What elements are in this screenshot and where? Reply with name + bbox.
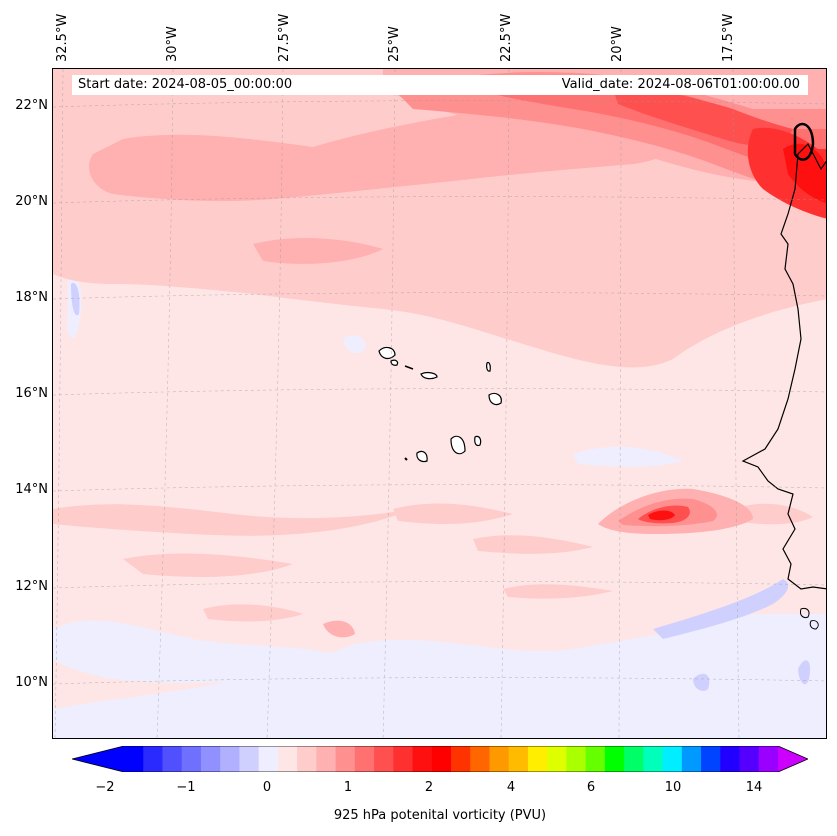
colorbar-extend-low <box>72 746 124 772</box>
colorbar-segment <box>162 746 183 772</box>
colorbar <box>72 746 808 772</box>
lat-label-18n: 18°N <box>15 290 48 305</box>
colorbar-segment <box>489 746 510 772</box>
colorbar-extend-high <box>778 746 808 772</box>
colorbar-segment <box>393 746 414 772</box>
colorbar-segment <box>701 746 721 772</box>
lat-label-16n: 16°N <box>15 386 48 401</box>
colorbar-segment <box>124 746 144 772</box>
colorbar-segment <box>604 746 625 772</box>
start-date-text: Start date: 2024-08-05_00:00:00 <box>78 77 293 92</box>
cb-tick-1: 1 <box>343 780 353 795</box>
colorbar-segment <box>624 746 644 772</box>
colorbar-segment <box>277 746 298 772</box>
colorbar-label: 925 hPa potenital vorticity (PVU) <box>333 808 547 823</box>
cb-tick-14: 14 <box>745 780 763 795</box>
colorbar-segment <box>547 746 567 772</box>
lon-label-17-5w: 17.5°W <box>721 13 736 62</box>
colorbar-segment <box>335 746 356 772</box>
cb-tick-4: 4 <box>506 780 516 795</box>
colorbar-segment <box>739 746 760 772</box>
lat-label-12n: 12°N <box>15 579 48 594</box>
colorbar-segment <box>431 746 452 772</box>
colorbar-segment <box>681 746 702 772</box>
colorbar-segment <box>316 746 337 772</box>
valid-date-text: Valid_date: 2024-08-06T01:00:00.00 <box>561 77 800 92</box>
cb-tick-6: 6 <box>586 780 596 795</box>
colorbar-segment <box>412 746 433 772</box>
colorbar-segment <box>643 746 664 772</box>
colorbar-segment <box>720 746 741 772</box>
lat-label-22n: 22°N <box>15 98 48 113</box>
cb-tick-minus2: −2 <box>95 780 115 795</box>
colorbar-segment <box>566 746 587 772</box>
colorbar-segment <box>585 746 606 772</box>
date-info-box: Start date: 2024-08-05_00:00:00 Valid_da… <box>72 75 808 95</box>
colorbar-segment <box>508 746 529 772</box>
colorbar-segment <box>758 746 779 772</box>
lon-label-25w: 25°W <box>387 26 402 62</box>
lon-label-22-5w: 22.5°W <box>499 13 514 62</box>
colorbar-segment <box>200 746 221 772</box>
cb-tick-10: 10 <box>664 780 682 795</box>
colorbar-segment <box>220 746 240 772</box>
colorbar-segment <box>662 746 683 772</box>
lon-label-32-5w: 32.5°W <box>55 13 70 62</box>
lat-label-20n: 20°N <box>15 194 48 209</box>
colorbar-segment <box>258 746 279 772</box>
colorbar-segment <box>527 746 548 772</box>
map-plot-area[interactable] <box>52 68 827 739</box>
colorbar-segment <box>354 746 375 772</box>
colorbar-segment <box>297 746 317 772</box>
lon-label-27-5w: 27.5°W <box>277 13 292 62</box>
lon-label-20w: 20°W <box>610 26 625 62</box>
colorbar-segment <box>143 746 163 772</box>
lon-label-30w: 30°W <box>165 26 180 62</box>
colorbar-segment <box>451 746 471 772</box>
colorbar-segment <box>470 746 490 772</box>
lat-label-14n: 14°N <box>15 482 48 497</box>
cb-tick-minus1: −1 <box>176 780 196 795</box>
colorbar-segment <box>239 746 260 772</box>
lat-label-10n: 10°N <box>15 675 48 690</box>
colorbar-segment <box>374 746 394 772</box>
colorbar-segment <box>181 746 202 772</box>
pv-contour-map <box>53 69 826 738</box>
cb-tick-2: 2 <box>424 780 434 795</box>
cb-tick-0: 0 <box>262 780 272 795</box>
